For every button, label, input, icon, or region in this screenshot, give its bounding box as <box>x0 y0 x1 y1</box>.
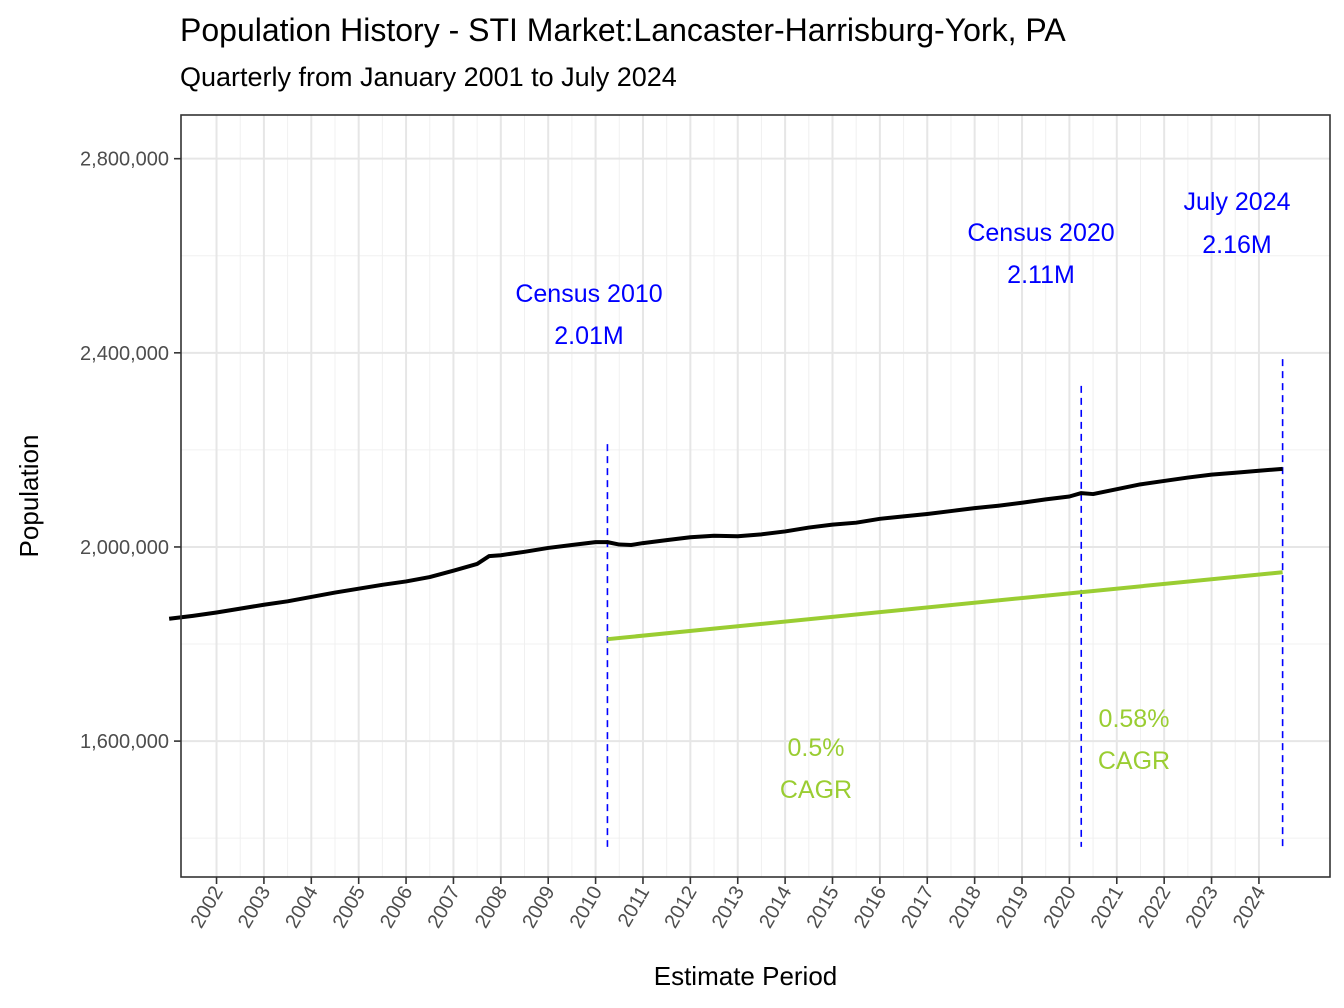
major-gridlines <box>181 115 1330 877</box>
x-tick-label: 2008 <box>471 883 512 933</box>
x-tick-label: 2015 <box>803 883 844 933</box>
x-tick-label: 2021 <box>1087 883 1128 933</box>
x-tick-label: 2019 <box>992 883 1033 933</box>
x-axis: 2002 2003 2004 2005 2006 2007 2008 2009 2010 2011… <box>187 877 1270 933</box>
x-tick-label: 2004 <box>281 883 322 933</box>
x-tick-label: 2007 <box>423 883 464 933</box>
census-annotation-label: Census 2010 <box>515 280 662 308</box>
y-axis: 1,600,000 2,000,000 2,400,000 2,800,000 <box>80 149 181 753</box>
census-annotation-label: July 2024 <box>1183 188 1290 216</box>
census-annotation-label: 2.16M <box>1202 231 1271 259</box>
x-tick-label: 2009 <box>518 883 559 933</box>
reference-lines <box>606 359 1284 847</box>
y-tick-label: 2,400,000 <box>80 343 169 365</box>
chart-title: Population History - STI Market:Lancaste… <box>180 12 1066 48</box>
x-tick-label: 2010 <box>566 883 607 933</box>
x-tick-label: 2024 <box>1229 883 1270 933</box>
cagr-trend-line <box>607 570 1283 642</box>
census-annotation-label: Census 2020 <box>967 219 1114 247</box>
census-annotation-label: 2.11M <box>1007 261 1075 289</box>
x-tick-label: 2018 <box>945 883 986 933</box>
x-tick-label: 2006 <box>376 883 417 933</box>
minor-gridlines <box>181 115 1330 877</box>
cagr-annotation-label: 0.58% <box>1099 705 1170 733</box>
census-annotation-label: 2.01M <box>554 322 623 350</box>
cagr-annotation-label: 0.5% <box>788 734 845 762</box>
x-tick-label: 2012 <box>660 883 701 933</box>
y-tick-label: 2,000,000 <box>80 537 169 559</box>
x-axis-title: Estimate Period <box>654 961 838 991</box>
annotations: Census 2010 2.01M Census 2020 2.11M July 202… <box>515 188 1290 804</box>
x-tick-label: 2023 <box>1182 883 1223 933</box>
y-tick-label: 2,800,000 <box>80 149 169 171</box>
population-series-line <box>168 466 1283 621</box>
x-tick-label: 2013 <box>708 883 749 933</box>
x-tick-label: 2017 <box>897 883 938 933</box>
chart-subtitle: Quarterly from January 2001 to July 2024 <box>180 62 677 92</box>
plot-panel-border <box>180 114 1331 878</box>
x-tick-label: 2002 <box>187 883 228 933</box>
x-tick-label: 2022 <box>1134 883 1175 933</box>
x-tick-label: 2005 <box>329 883 370 933</box>
y-tick-label: 1,600,000 <box>80 731 169 753</box>
cagr-annotation-label: CAGR <box>780 776 852 804</box>
x-tick-label: 2016 <box>850 883 891 933</box>
series-layer <box>168 466 1283 642</box>
x-tick-label: 2011 <box>614 883 655 931</box>
cagr-annotation-label: CAGR <box>1098 747 1170 775</box>
x-tick-label: 2020 <box>1039 883 1080 933</box>
x-tick-label: 2003 <box>234 883 275 933</box>
x-tick-label: 2014 <box>755 883 796 933</box>
y-axis-title: Population <box>14 435 44 558</box>
